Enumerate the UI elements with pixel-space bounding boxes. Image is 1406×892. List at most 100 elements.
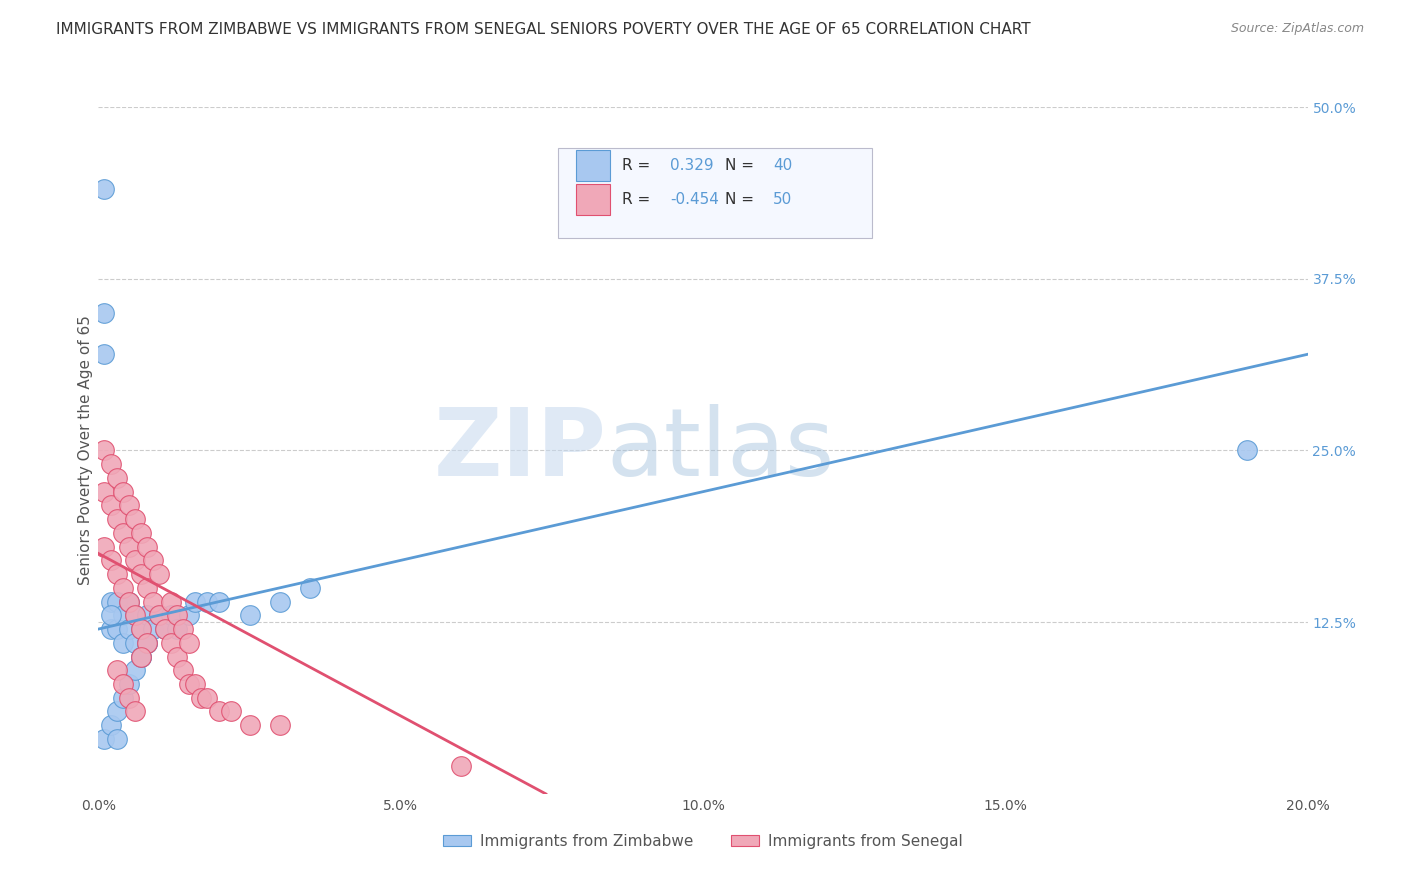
Point [221, 705, 243, 719]
Point [184, 677, 207, 691]
Text: 50: 50 [773, 193, 793, 207]
Point [160, 636, 183, 650]
Point [129, 649, 152, 664]
Point [100, 594, 122, 608]
Point [166, 608, 188, 623]
Point [160, 594, 183, 608]
Point [129, 622, 152, 636]
Point [124, 636, 146, 650]
Point [1236, 443, 1258, 458]
Point [135, 636, 157, 650]
Point [100, 553, 122, 567]
Point [124, 705, 146, 719]
Text: ZIP: ZIP [433, 404, 606, 497]
Legend: Immigrants from Zimbabwe, Immigrants from Senegal: Immigrants from Zimbabwe, Immigrants fro… [437, 828, 969, 855]
Point [118, 594, 141, 608]
Point [93, 182, 115, 196]
Point [105, 663, 128, 677]
Point [135, 608, 157, 623]
FancyBboxPatch shape [558, 148, 872, 237]
Point [118, 622, 141, 636]
Point [148, 608, 170, 623]
FancyBboxPatch shape [576, 150, 610, 181]
Point [124, 512, 146, 526]
Text: IMMIGRANTS FROM ZIMBABWE VS IMMIGRANTS FROM SENEGAL SENIORS POVERTY OVER THE AGE: IMMIGRANTS FROM ZIMBABWE VS IMMIGRANTS F… [56, 22, 1031, 37]
Point [105, 512, 128, 526]
Point [129, 649, 152, 664]
Point [269, 718, 291, 732]
Text: R =: R = [621, 193, 655, 207]
Point [111, 677, 134, 691]
Point [129, 622, 152, 636]
Point [118, 690, 141, 705]
Point [124, 608, 146, 623]
Text: R =: R = [621, 158, 655, 173]
Point [100, 499, 122, 513]
Point [111, 690, 134, 705]
Point [105, 622, 128, 636]
Point [208, 705, 231, 719]
Point [111, 484, 134, 499]
Point [135, 636, 157, 650]
Point [111, 525, 134, 540]
Point [153, 622, 176, 636]
Text: N =: N = [724, 158, 759, 173]
Point [160, 608, 183, 623]
Point [93, 484, 115, 499]
Point [124, 608, 146, 623]
FancyBboxPatch shape [576, 185, 610, 215]
Point [184, 594, 207, 608]
Point [148, 608, 170, 623]
Point [100, 608, 122, 623]
Point [166, 622, 188, 636]
Point [93, 306, 115, 320]
Point [135, 540, 157, 554]
Point [172, 622, 194, 636]
Point [142, 553, 165, 567]
Point [105, 731, 128, 746]
Point [100, 457, 122, 471]
Point [153, 622, 176, 636]
Point [124, 663, 146, 677]
Point [179, 677, 201, 691]
Text: -0.454: -0.454 [671, 193, 720, 207]
Text: atlas: atlas [606, 404, 835, 497]
Point [100, 622, 122, 636]
Point [142, 594, 165, 608]
Point [142, 622, 165, 636]
Point [93, 731, 115, 746]
Point [118, 594, 141, 608]
Point [179, 608, 201, 623]
Point [129, 525, 152, 540]
Point [129, 567, 152, 582]
Point [111, 636, 134, 650]
Point [111, 581, 134, 595]
Point [100, 718, 122, 732]
Point [190, 690, 212, 705]
Point [118, 677, 141, 691]
Text: 0.329: 0.329 [671, 158, 714, 173]
Point [129, 649, 152, 664]
Point [105, 705, 128, 719]
Point [93, 347, 115, 361]
Point [111, 608, 134, 623]
Text: 40: 40 [773, 158, 793, 173]
Point [148, 567, 170, 582]
Point [124, 553, 146, 567]
Point [135, 636, 157, 650]
Point [166, 649, 188, 664]
Point [118, 499, 141, 513]
Point [239, 718, 262, 732]
Point [208, 594, 231, 608]
Point [105, 594, 128, 608]
Point [93, 540, 115, 554]
Point [93, 443, 115, 458]
Y-axis label: Seniors Poverty Over the Age of 65: Seniors Poverty Over the Age of 65 [77, 316, 93, 585]
Point [118, 540, 141, 554]
Point [450, 759, 472, 773]
Point [179, 636, 201, 650]
Point [172, 663, 194, 677]
Point [269, 594, 291, 608]
Point [135, 581, 157, 595]
Text: N =: N = [724, 193, 759, 207]
